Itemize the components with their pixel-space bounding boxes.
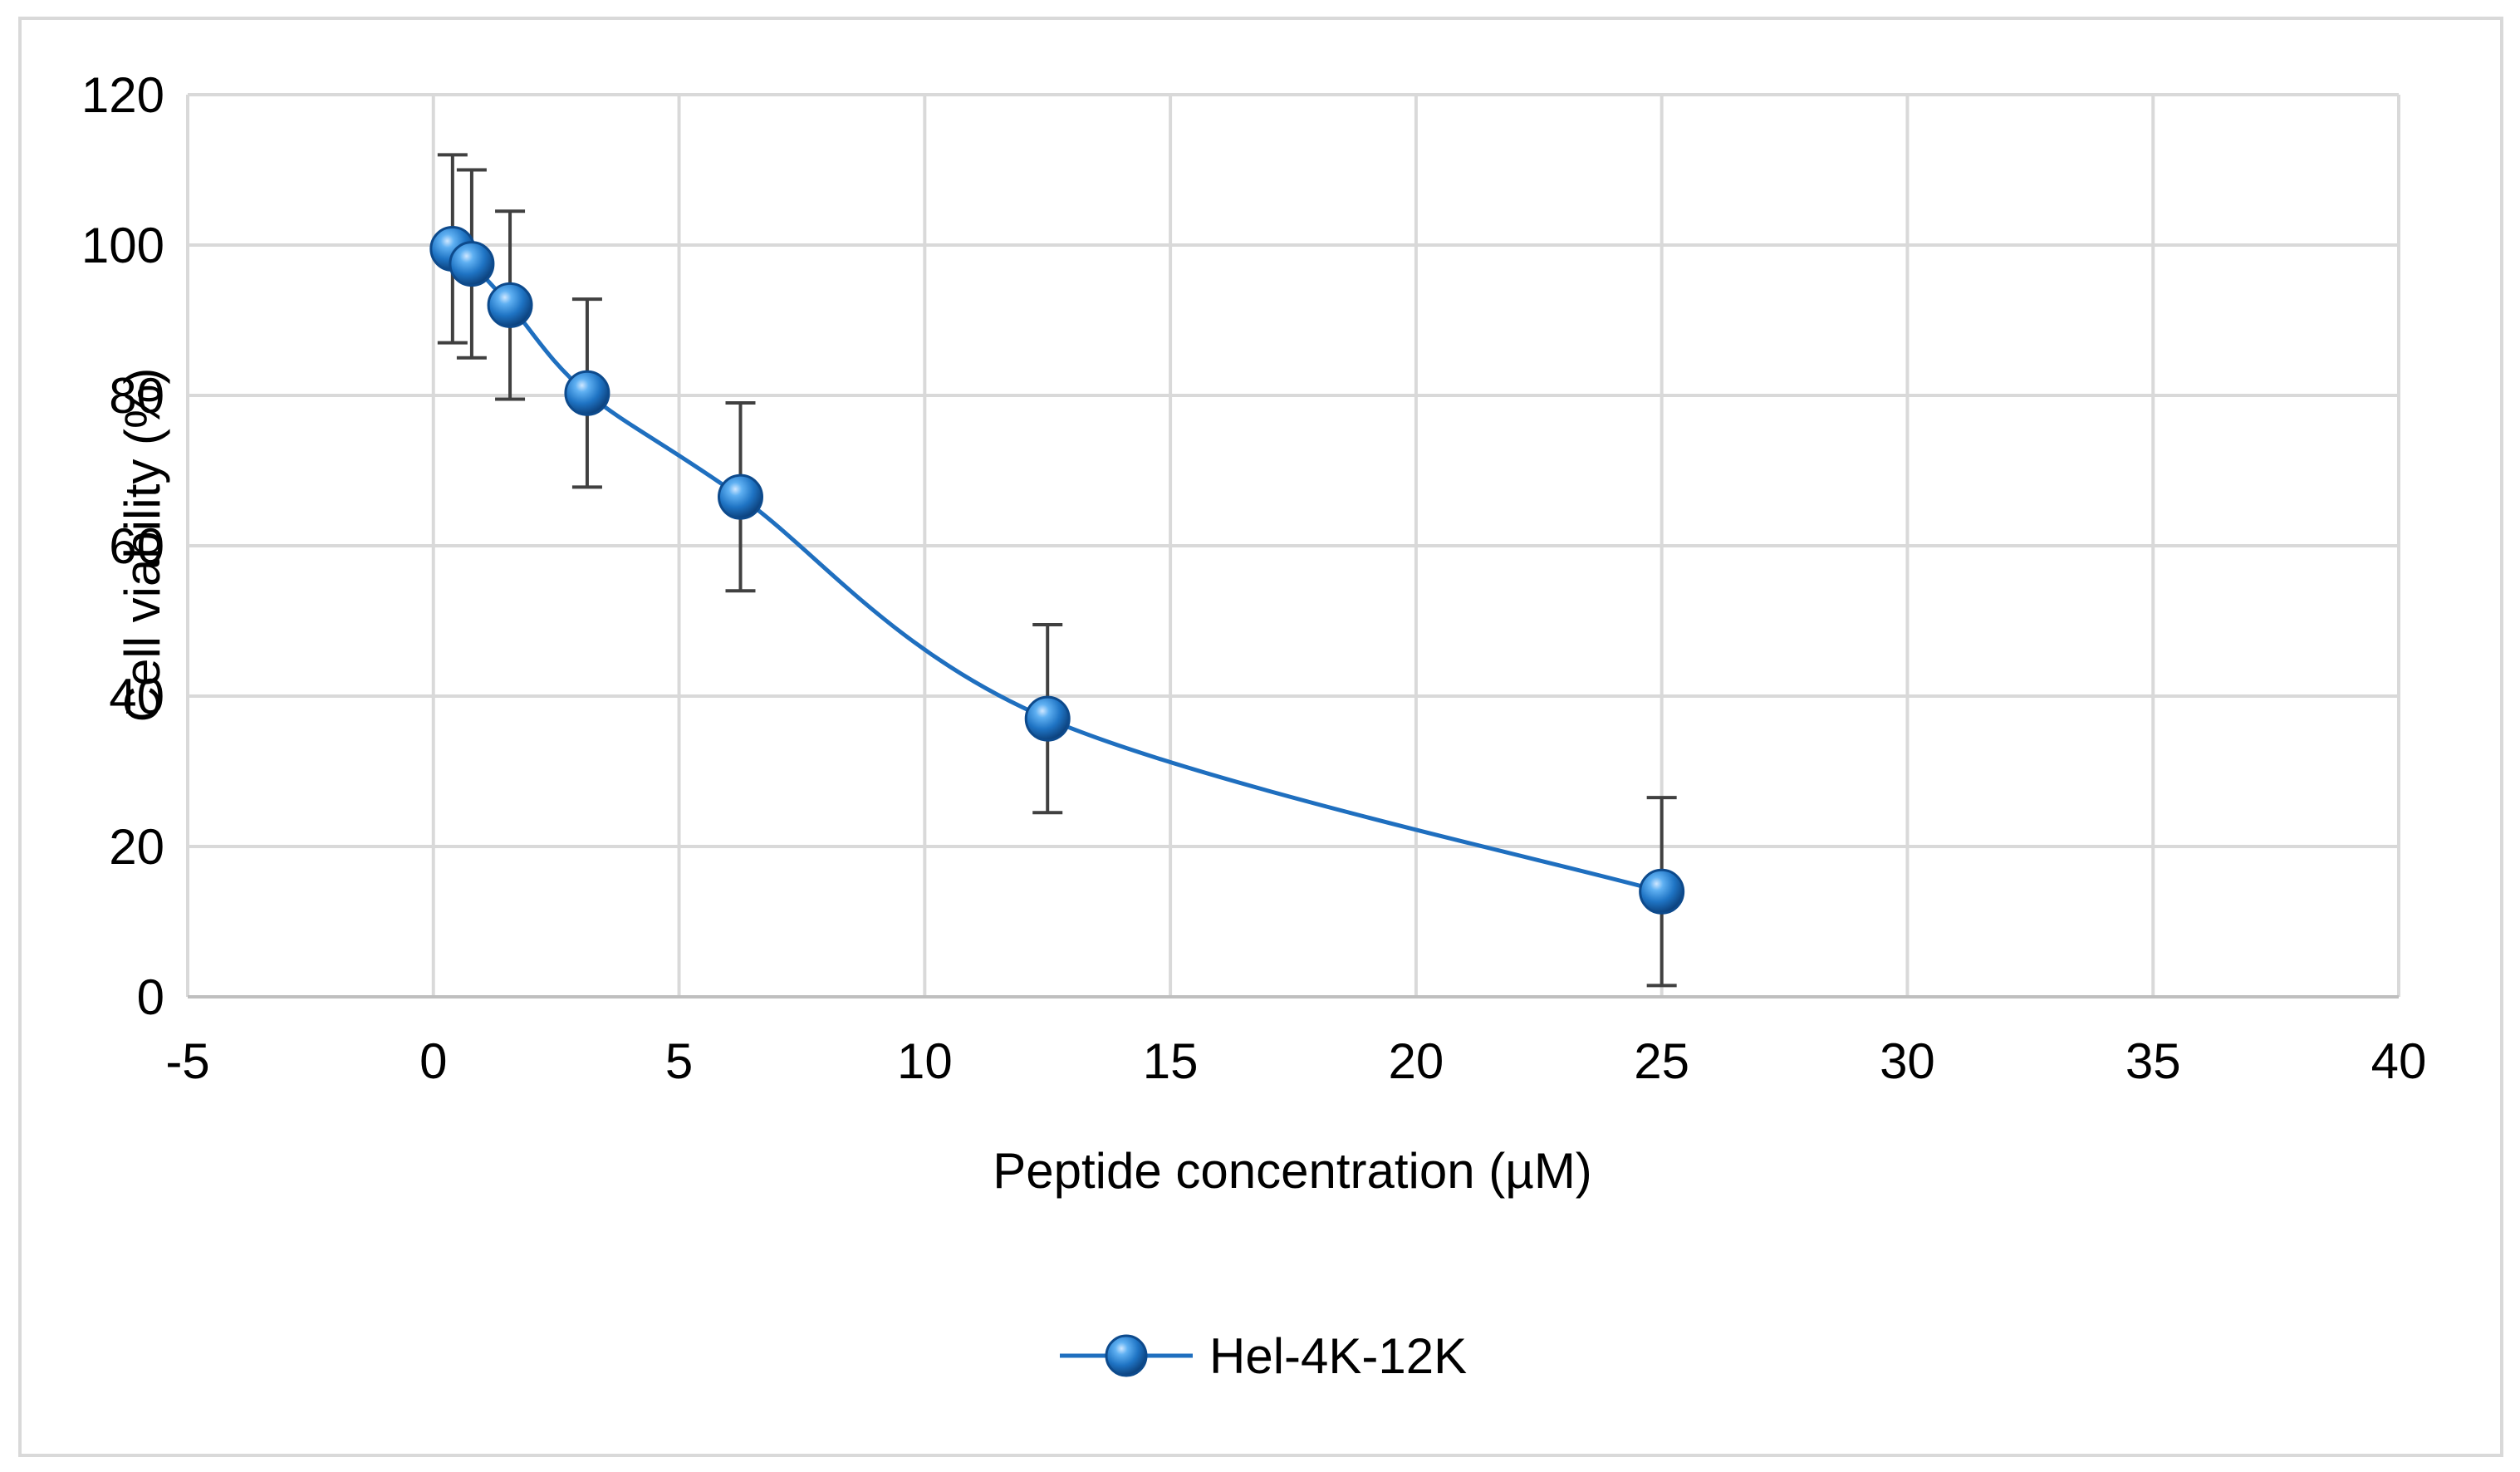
x-tick-label: 5 [665,1033,693,1089]
data-point [487,282,533,328]
x-tick-label: 20 [1389,1033,1444,1089]
legend-marker [1105,1334,1148,1377]
data-point [564,370,610,416]
x-tick-label: 40 [2371,1033,2427,1089]
y-tick-label: 100 [81,218,164,273]
data-point [449,241,495,287]
data-points [429,226,1685,915]
y-tick-label: 20 [109,819,164,875]
data-point [718,473,763,520]
y-axis-title: Cell viability (%) [115,368,170,723]
data-point [1639,868,1685,915]
y-tick-label: 40 [109,669,164,724]
x-tick-label: 30 [1880,1033,1935,1089]
grid [186,93,2400,997]
x-tick-label: 25 [1634,1033,1689,1089]
x-tick-label: 10 [897,1033,953,1089]
y-tick-label: 60 [109,518,164,574]
y-tick-label: 80 [109,368,164,424]
legend: Hel-4K-12K [1060,1328,1467,1384]
y-tick-label: 120 [81,67,164,123]
data-point [1024,695,1071,742]
x-tick-label: 15 [1143,1033,1199,1089]
x-tick-label: -5 [165,1033,209,1089]
x-tick-label: 35 [2125,1033,2181,1089]
chart-border [18,17,2503,1457]
x-axis-title: Peptide concentration (µM) [993,1143,1592,1199]
legend-label: Hel-4K-12K [1209,1328,1467,1384]
x-tick-label: 0 [419,1033,447,1089]
y-tick-label: 0 [137,969,164,1025]
